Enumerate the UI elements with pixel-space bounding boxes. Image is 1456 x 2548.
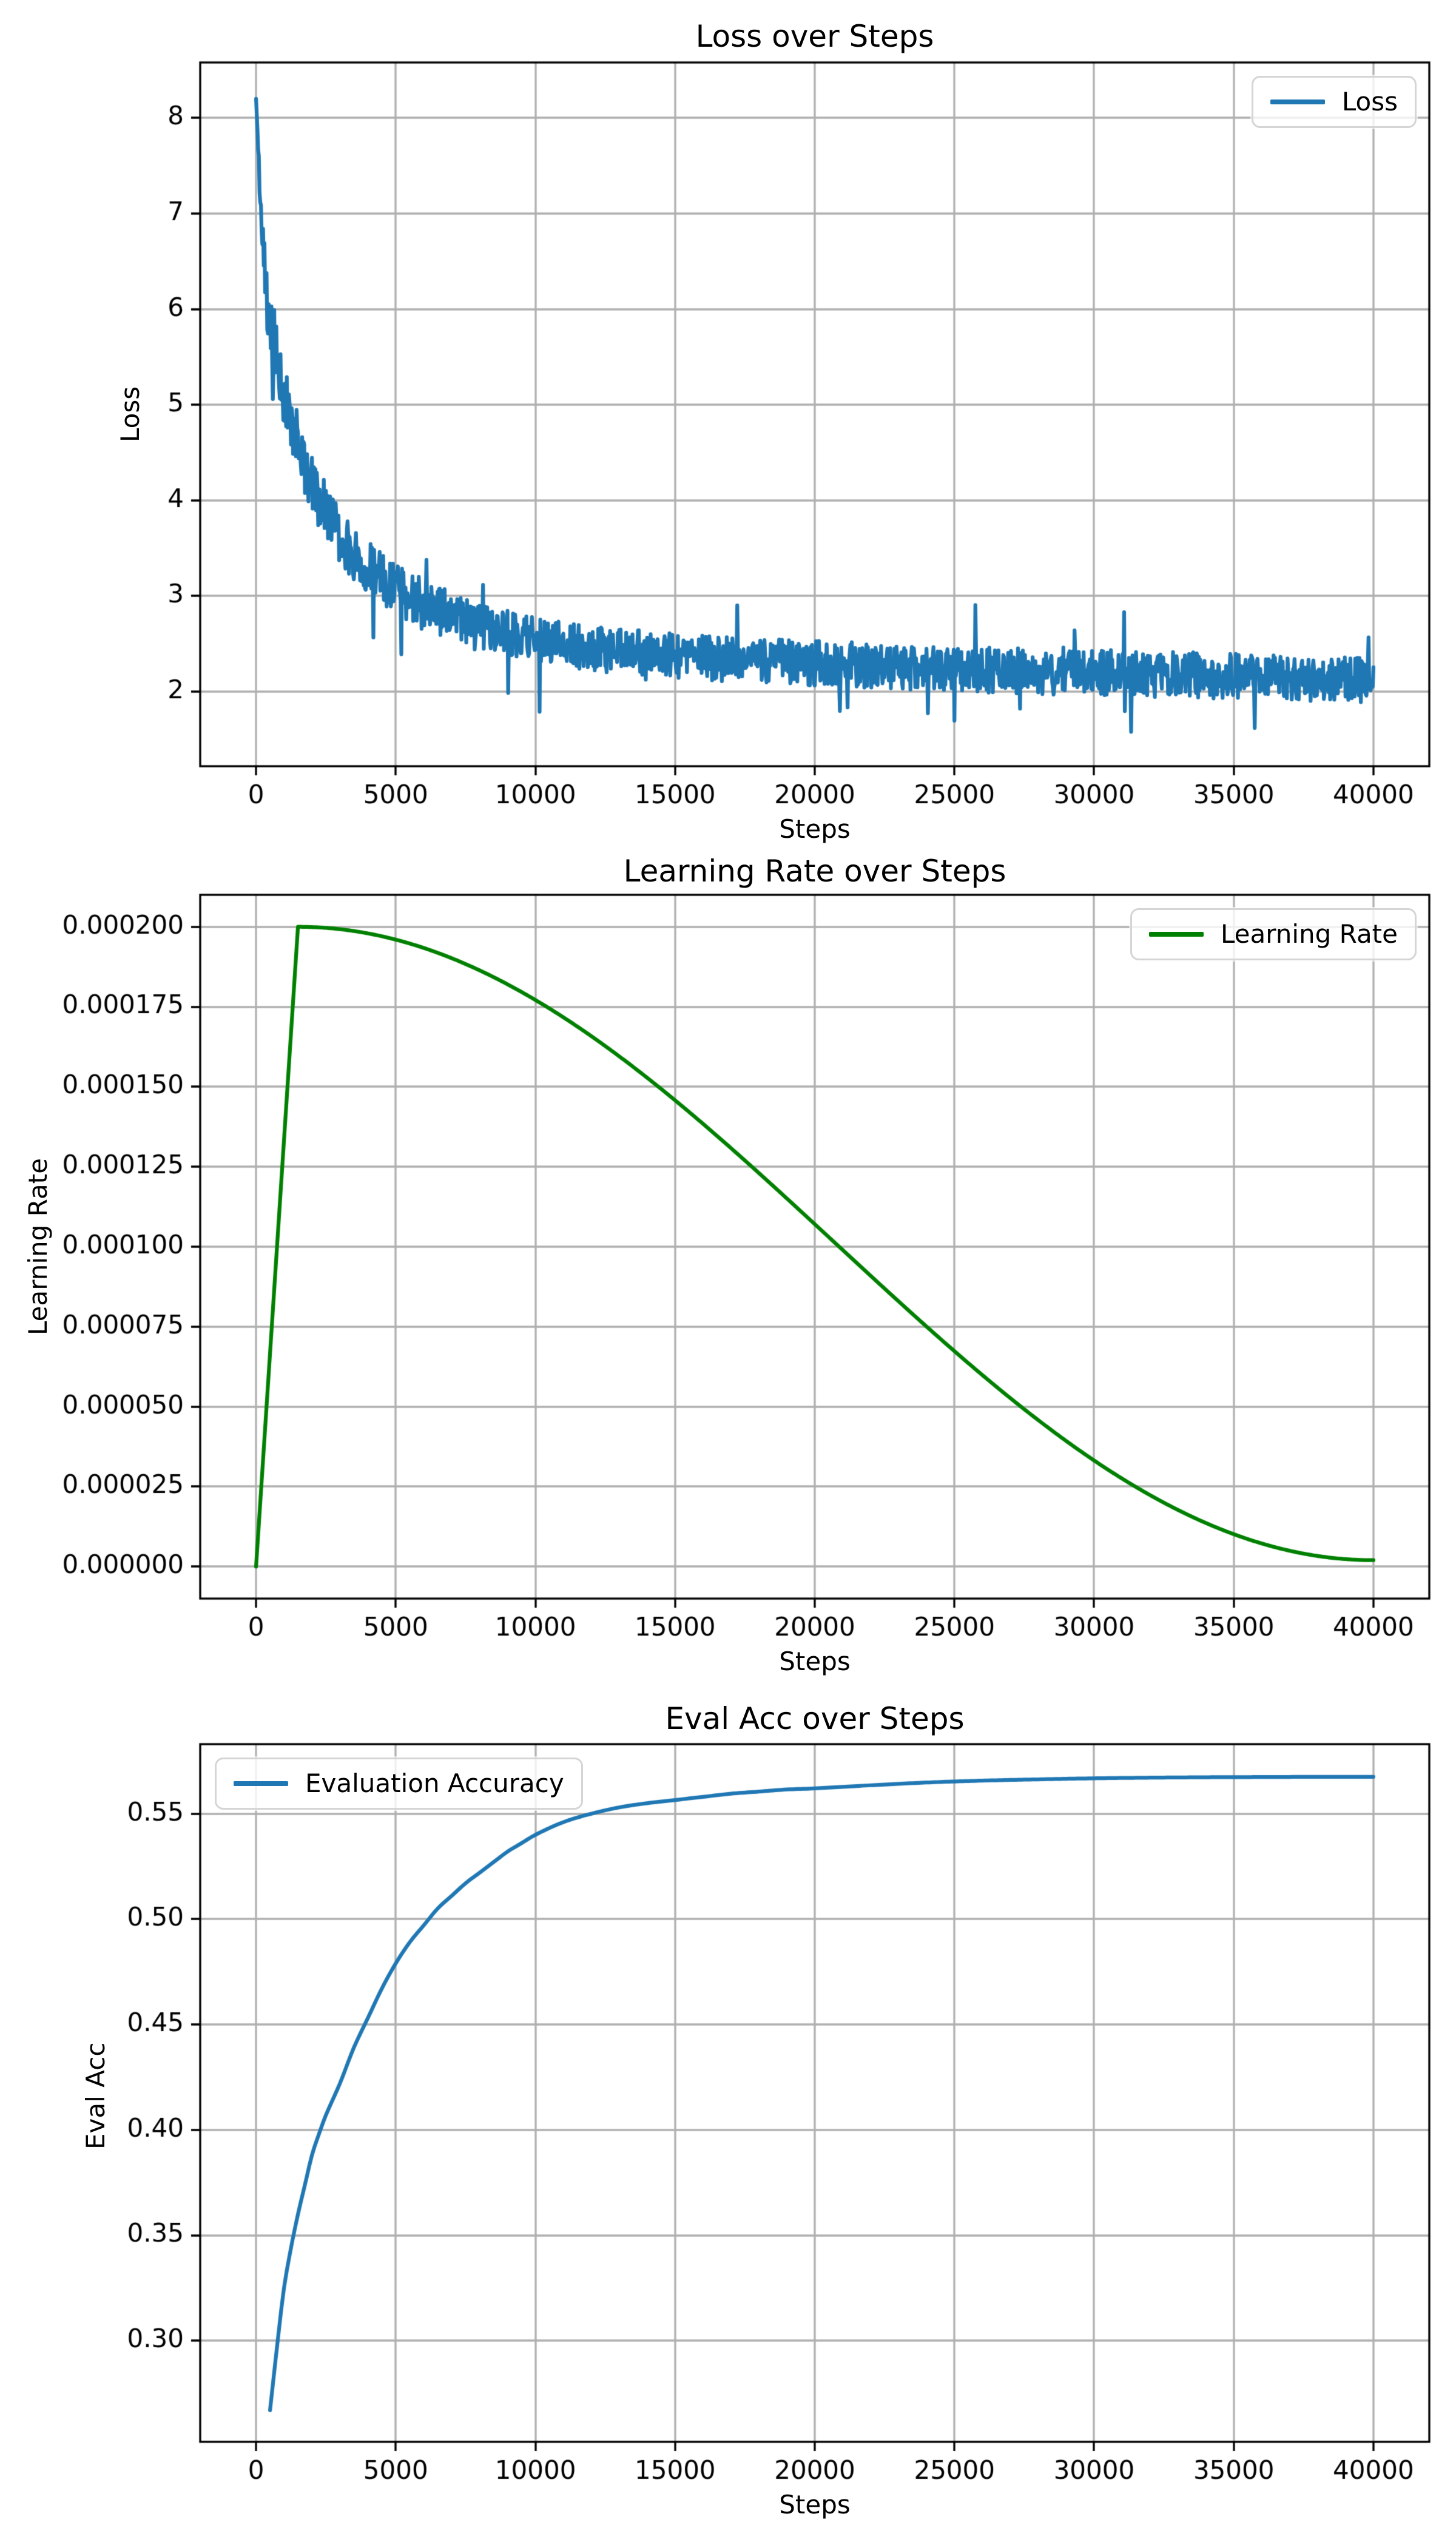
y-axis-label: Eval Acc [81,2042,110,2150]
chart-title: Loss over Steps [695,19,934,54]
eval-acc-chart: Eval Acc over Steps Eval Acc Steps Evalu… [0,1699,1456,2548]
eval-acc-plot-canvas [0,1699,1456,2548]
x-axis-label: Steps [779,1646,851,1676]
chart-title: Learning Rate over Steps [623,854,1006,889]
legend-line-swatch [1270,99,1325,104]
chart-title: Eval Acc over Steps [665,1701,965,1736]
y-axis-label: Learning Rate [23,1158,53,1335]
y-axis-label: Loss [115,386,145,443]
x-axis-label: Steps [779,814,851,844]
learning-rate-chart: Learning Rate over Steps Learning Rate S… [0,849,1456,1699]
legend: Learning Rate [1130,908,1417,960]
legend-line-swatch [1149,932,1204,937]
legend-line-swatch [234,1781,288,1786]
legend: Loss [1251,76,1417,128]
legend-label: Loss [1341,87,1398,116]
loss-chart: Loss over Steps Loss Steps Loss [0,0,1456,849]
x-axis-label: Steps [779,2490,851,2519]
legend: Evaluation Accuracy [215,1758,583,1810]
legend-label: Evaluation Accuracy [305,1768,564,1798]
legend-label: Learning Rate [1221,919,1398,949]
learning-rate-plot-canvas [0,849,1456,1699]
loss-plot-canvas [0,0,1456,849]
